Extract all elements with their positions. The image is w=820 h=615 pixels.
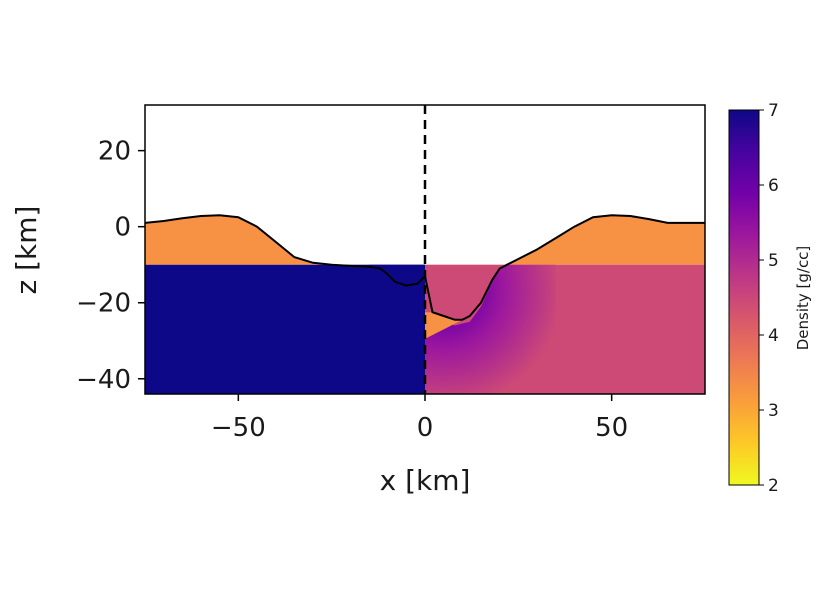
y-axis: 20 0 −20 −40 — [76, 137, 145, 395]
x-axis: −50 0 50 — [211, 394, 628, 443]
y-tick-label: −40 — [76, 365, 131, 395]
colorbar-tick-label: 7 — [768, 101, 779, 121]
y-tick-label: −20 — [76, 289, 131, 319]
surface-profile-line — [145, 214, 705, 321]
x-tick-label: 50 — [595, 413, 628, 443]
mantle-left-layer — [145, 264, 425, 394]
colorbar — [728, 109, 760, 486]
x-axis-label: x [km] — [380, 464, 471, 497]
basin-transition-zone — [425, 264, 556, 394]
colorbar-tick-label: 4 — [768, 326, 779, 346]
mantle-left-uplift — [350, 264, 425, 301]
colorbar-tick-label: 6 — [768, 176, 779, 196]
plot-body — [145, 214, 705, 394]
y-tick-label: 20 — [98, 137, 131, 167]
x-tick-label: 0 — [417, 413, 434, 443]
colorbar-tick-label: 2 — [768, 476, 779, 496]
y-tick-label: 0 — [114, 213, 131, 243]
colorbar-axis: 2 3 4 5 6 7 — [759, 101, 779, 496]
y-axis-label: z [km] — [10, 206, 43, 295]
colorbar-tick-label: 3 — [768, 401, 779, 421]
basin-crust-wedge — [425, 312, 463, 339]
colorbar-label: Density [g/cc] — [794, 246, 812, 351]
colorbar-tick-label: 5 — [768, 251, 779, 271]
x-tick-label: −50 — [211, 413, 266, 443]
